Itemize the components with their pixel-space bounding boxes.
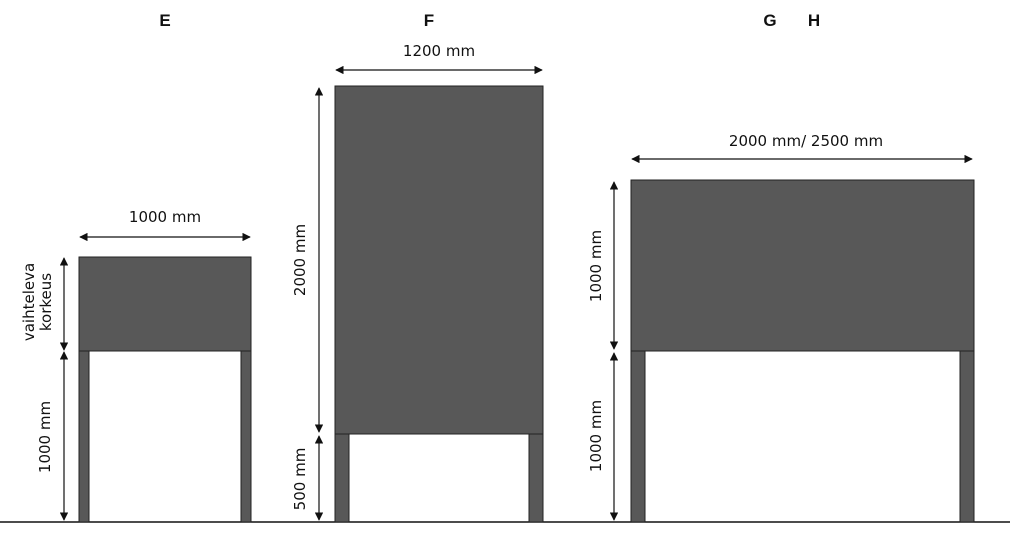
- sign-e-width-label: 1000 mm: [129, 208, 201, 226]
- sign-f-label: F: [424, 11, 434, 30]
- sign-gh: G H 2000 mm/ 2500 mm 1000 mm 1000 mm: [587, 11, 975, 523]
- sign-e: E 1000 mm vaihteleva korkeus 1000 mm: [20, 11, 252, 523]
- sign-h-label: H: [808, 11, 820, 30]
- sign-e-panel-height-label-line1: vaihteleva: [20, 263, 38, 341]
- sign-gh-panel-height-label: 1000 mm: [587, 230, 605, 302]
- sign-g-label: G: [763, 11, 776, 30]
- sign-e-right-leg: [240, 350, 252, 523]
- sign-f-right-leg: [528, 433, 544, 523]
- sign-f-leg-height-label: 500 mm: [291, 448, 309, 511]
- sign-gh-right-leg: [959, 350, 975, 523]
- sign-e-label: E: [159, 11, 170, 30]
- sign-gh-leg-height-label: 1000 mm: [587, 400, 605, 472]
- sign-f-panel-height-label: 2000 mm: [291, 224, 309, 296]
- sign-gh-panel: [630, 179, 975, 352]
- sign-e-panel-height-label-line2: korkeus: [37, 273, 55, 331]
- sign-gh-width-label: 2000 mm/ 2500 mm: [729, 132, 883, 150]
- sign-f-left-leg: [334, 433, 350, 523]
- sign-f-panel: [334, 85, 544, 435]
- sign-f-width-label: 1200 mm: [403, 42, 475, 60]
- sign-f: F 1200 mm 2000 mm 500 mm: [291, 11, 544, 523]
- sign-gh-left-leg: [630, 350, 646, 523]
- sign-e-leg-height-label: 1000 mm: [36, 401, 54, 473]
- sign-e-panel: [78, 256, 252, 352]
- sign-e-left-leg: [78, 350, 90, 523]
